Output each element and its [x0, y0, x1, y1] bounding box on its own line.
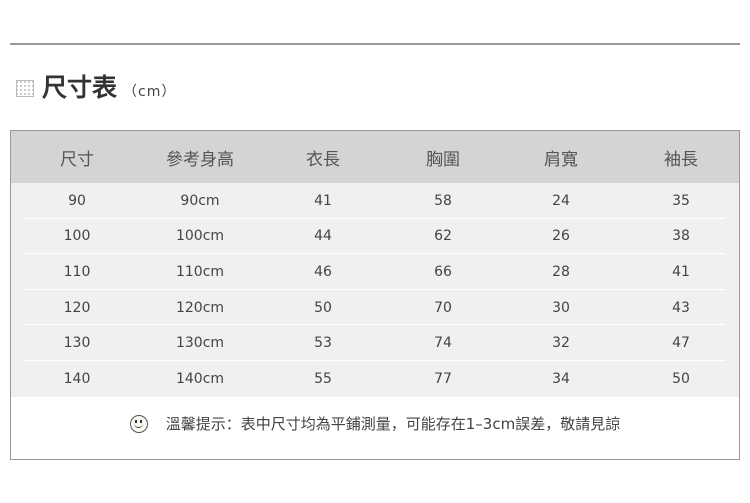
table-row: 110 110cm 46 66 28 41 [11, 254, 739, 290]
table-row: 140 140cm 55 77 34 50 [11, 361, 739, 397]
table-row: 90 90cm 41 58 24 35 [11, 183, 739, 219]
table-cell: 62 [434, 228, 452, 245]
table-cell: 140 [63, 370, 91, 387]
column-header: 袖長 [664, 149, 698, 170]
table-cell: 30 [552, 299, 570, 316]
table-header: 尺寸 參考身高 衣長 胸圍 肩寬 袖長 [11, 131, 739, 183]
calendar-grid-icon [16, 80, 34, 97]
table-row: 130 130cm 53 74 32 47 [11, 325, 739, 361]
top-divider [10, 43, 740, 45]
table-cell: 74 [434, 335, 452, 352]
table-cell: 32 [552, 335, 570, 352]
table-cell: 140cm [175, 370, 225, 387]
table-cell: 35 [672, 192, 690, 209]
size-table: 尺寸 參考身高 衣長 胸圍 肩寬 袖長 90 90cm 41 58 24 35 100 100cm 44 6… [10, 130, 740, 460]
table-cell: 120 [63, 299, 91, 316]
smiley-icon [129, 414, 148, 433]
table-cell: 70 [434, 299, 452, 316]
table-cell: 66 [434, 263, 452, 280]
column-header: 胸圍 [426, 149, 460, 170]
table-cell: 58 [434, 192, 452, 209]
note: 溫馨提示：表中尺寸均為平鋪測量，可能存在1–3cm誤差，敬請見諒 [11, 413, 739, 434]
table-cell: 26 [552, 228, 570, 245]
table-row: 100 100cm 44 62 26 38 [11, 219, 739, 255]
title-text: 尺寸表 [42, 73, 118, 102]
table-cell: 53 [314, 335, 332, 352]
table-cell: 41 [314, 192, 332, 209]
table-cell: 47 [672, 335, 690, 352]
column-header: 尺寸 [60, 149, 94, 170]
table-cell: 50 [314, 299, 332, 316]
table-cell: 130cm [175, 335, 225, 352]
table-cell: 90 [68, 192, 86, 209]
table-cell: 46 [314, 263, 332, 280]
table-cell: 41 [672, 263, 690, 280]
table-cell: 110cm [175, 263, 225, 280]
table-cell: 100cm [175, 228, 225, 245]
table-cell: 28 [552, 263, 570, 280]
page-title: 尺寸表 （cm） [16, 68, 176, 104]
note-text: 溫馨提示：表中尺寸均為平鋪測量，可能存在1–3cm誤差，敬請見諒 [165, 415, 621, 433]
table-cell: 34 [552, 370, 570, 387]
table-row: 120 120cm 50 70 30 43 [11, 290, 739, 326]
column-header: 參考身高 [166, 149, 234, 170]
table-cell: 110 [63, 263, 91, 280]
table-cell: 90cm [180, 192, 220, 209]
table-cell: 43 [672, 299, 690, 316]
column-header: 衣長 [306, 149, 340, 170]
title-unit: （cm） [123, 84, 177, 100]
table-body: 90 90cm 41 58 24 35 100 100cm 44 62 26 38 110 110cm 46… [11, 183, 739, 397]
table-cell: 44 [314, 228, 332, 245]
table-cell: 77 [434, 370, 452, 387]
table-cell: 100 [63, 228, 91, 245]
table-cell: 130 [63, 335, 91, 352]
table-cell: 50 [672, 370, 690, 387]
table-cell: 120cm [175, 299, 225, 316]
table-cell: 55 [314, 370, 332, 387]
table-cell: 38 [672, 228, 690, 245]
column-header: 肩寬 [544, 149, 578, 170]
table-cell: 24 [552, 192, 570, 209]
